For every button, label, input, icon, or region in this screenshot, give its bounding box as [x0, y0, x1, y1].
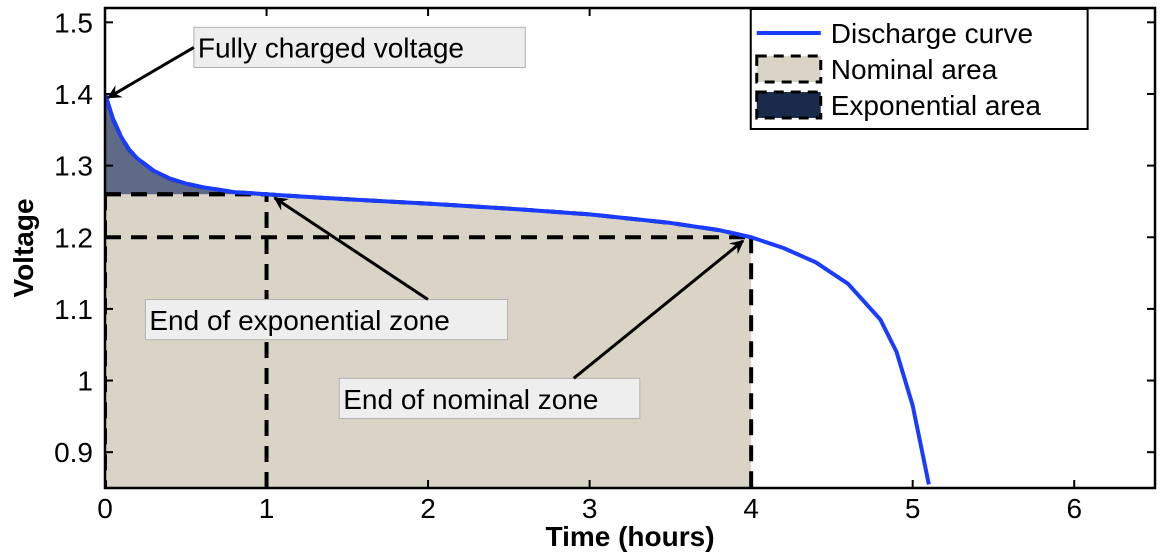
svg-text:2: 2	[420, 493, 436, 524]
svg-text:5: 5	[905, 493, 921, 524]
svg-text:1.2: 1.2	[54, 222, 93, 253]
svg-text:4: 4	[743, 493, 759, 524]
svg-text:Discharge curve: Discharge curve	[831, 18, 1033, 49]
discharge-chart: 0 1 2 3 4 5 6 0.9 1 1.1 1.2 1.3 1.4 1.5 Time (hours) Vo…	[0, 0, 1175, 556]
svg-text:1.3: 1.3	[54, 151, 93, 182]
svg-text:Nominal area: Nominal area	[831, 54, 998, 85]
svg-text:Time (hours): Time (hours)	[545, 521, 714, 552]
svg-text:1.1: 1.1	[54, 294, 93, 325]
chart-svg: 0 1 2 3 4 5 6 0.9 1 1.1 1.2 1.3 1.4 1.5 Time (hours) Vo…	[0, 0, 1175, 556]
svg-text:Voltage: Voltage	[8, 198, 39, 297]
svg-text:End of nominal zone: End of nominal zone	[343, 384, 598, 415]
svg-text:6: 6	[1066, 493, 1082, 524]
svg-text:1.5: 1.5	[54, 7, 93, 38]
svg-text:1: 1	[77, 366, 93, 397]
svg-text:1: 1	[259, 493, 275, 524]
svg-text:Fully charged voltage: Fully charged voltage	[198, 33, 464, 64]
svg-text:End of exponential zone: End of exponential zone	[149, 305, 449, 336]
svg-text:Exponential area: Exponential area	[831, 90, 1042, 121]
svg-text:3: 3	[582, 493, 598, 524]
svg-text:0: 0	[97, 493, 113, 524]
svg-text:1.4: 1.4	[54, 79, 93, 110]
svg-text:0.9: 0.9	[54, 437, 93, 468]
